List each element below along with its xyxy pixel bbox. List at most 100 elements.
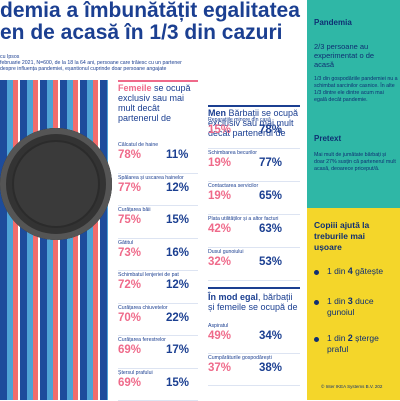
children-item-3: 1 din 2 șterge praful: [327, 333, 379, 355]
men-row-women-value: 42%: [208, 223, 232, 235]
women-row-divider: [118, 270, 198, 271]
women-row-label: Schimbatul lenjeriei de pat: [118, 272, 179, 278]
equal-row-label: Cumpărăturile gospodărești: [208, 355, 272, 361]
equal-heading-rule: [208, 287, 300, 289]
men-row-label: Dusul gunoiului: [208, 249, 244, 255]
women-row-men-value: 15%: [166, 376, 190, 389]
men-row-label: Schimbarea becurilor: [208, 150, 258, 156]
children-item-2-num: 3: [347, 296, 353, 306]
children-item-2-post2: gunoiul: [327, 307, 355, 317]
children-item-3-post2: praful: [327, 344, 349, 354]
women-row-women-value: 72%: [118, 279, 142, 291]
children-item-2: 1 din 3 duce gunoiul: [327, 296, 374, 318]
children-panel: Copiii ajută la treburile mai ușoare 1 d…: [307, 208, 400, 400]
women-row-women-value: 77%: [118, 181, 142, 194]
pandemic-title: Pandemia: [314, 18, 352, 27]
bullet-icon: [314, 300, 319, 305]
women-row-label: Călcatul de haine: [118, 142, 159, 148]
women-row-divider: [118, 367, 198, 369]
women-row-women-value: 69%: [118, 344, 142, 356]
children-item-3-num: 2: [347, 333, 353, 343]
children-item-3-pre: 1 din: [327, 333, 348, 343]
women-row-divider: [118, 205, 198, 206]
children-title: Copiii ajută la treburile mai ușoare: [314, 220, 369, 253]
equal-row-women-value: 49%: [208, 330, 232, 342]
women-row-women-value: 70%: [118, 311, 142, 324]
women-row-women-value: 69%: [118, 376, 142, 389]
men-row-label: Contactarea servicilor: [208, 183, 259, 189]
women-row-women-value: 78%: [118, 149, 142, 161]
women-heading-rule: [118, 80, 198, 82]
equal-row-label: Aspiratul: [208, 323, 229, 329]
pretext-title: Pretext: [314, 134, 342, 143]
children-item-1-post: gătește: [352, 266, 384, 276]
women-row-men-value: 12%: [166, 181, 190, 194]
women-row-label: Spălarea și uscarea hainelor: [118, 174, 184, 181]
men-row-divider: [208, 181, 300, 182]
children-item-1-num: 4: [347, 266, 353, 276]
men-row-label: Plata utilităților și a altor facturi: [208, 216, 279, 222]
men-row-women-value: 32%: [208, 256, 232, 268]
title-line-2: en de acasă în 1/3 din cazuri: [0, 21, 283, 44]
women-row-divider: [118, 302, 198, 304]
subtitle-line-2: februarie 2021, N=600, de la 18 la 64 an…: [0, 60, 182, 66]
women-row-men-value: 12%: [166, 279, 190, 291]
children-title-line-2: treburile mai: [314, 231, 366, 241]
women-row-divider: [118, 335, 198, 336]
children-item-2-pre: 1 din: [327, 296, 348, 306]
children-item-2-post: duce: [352, 296, 374, 306]
men-row-men-value: 77%: [259, 157, 283, 169]
men-row-divider: [208, 148, 300, 149]
women-column: Femeile se ocupă exclusiv sau mai mult d…: [112, 80, 202, 401]
men-heading-highlight: Men: [208, 108, 226, 118]
men-row-women-value: 15%: [208, 124, 232, 136]
children-item-3-post: șterge: [352, 333, 379, 343]
pretext-text: Mai mult de jumătate bărbați și doar 27%…: [314, 152, 396, 172]
women-row-women-value: 73%: [118, 246, 142, 259]
men-row-men-value: 78%: [259, 124, 283, 136]
women-row-label: Ștersul prafului: [118, 369, 153, 376]
equal-heading-rest: , bărbații și femeile se ocupă de: [208, 292, 298, 312]
women-row-label: Curățarea băii: [118, 207, 151, 213]
children-item-1: 1 din 4 gătește: [327, 266, 383, 277]
women-row-divider: [118, 237, 198, 239]
men-row-women-value: 19%: [208, 157, 232, 169]
equal-heading: În mod egal, bărbații și femeile se ocup…: [208, 292, 300, 312]
men-column: Men Bărbații se ocupă exclusiv sau mai m…: [205, 105, 303, 400]
women-heading-highlight: Femeile: [118, 83, 152, 93]
women-row-label: Curățarea chiuvetelor: [118, 304, 168, 311]
women-heading-rest: se ocupă exclusiv sau mai mult decât par…: [118, 83, 191, 123]
men-row-men-value: 63%: [259, 223, 283, 235]
equal-row-men-value: 38%: [259, 362, 283, 374]
men-heading-rule: [208, 105, 300, 107]
men-row-women-value: 19%: [208, 190, 232, 202]
children-title-line-3: ușoare: [314, 242, 342, 252]
women-row-men-value: 15%: [166, 214, 190, 226]
men-heading-rest: Bărbații se ocupă exclusiv sau mai mult …: [208, 108, 299, 138]
equal-row-divider: [208, 353, 300, 354]
women-heading: Femeile se ocupă exclusiv sau mai mult d…: [118, 83, 200, 123]
equal-heading-highlight: În mod egal: [208, 292, 259, 302]
women-row-men-value: 16%: [166, 246, 190, 259]
page-title: demia a îmbunătățit egalitatea en de aca…: [0, 0, 312, 44]
pandemic-lead: 2/3 persoane au experimentat o de acasă: [314, 42, 375, 69]
men-row-divider: [208, 280, 300, 281]
equal-row-men-value: 34%: [259, 330, 283, 342]
equal-row-divider: [208, 385, 300, 386]
men-row-divider: [208, 247, 300, 248]
frying-pan-inner: [14, 142, 98, 226]
men-heading: Men Bărbații se ocupă exclusiv sau mai m…: [208, 108, 300, 138]
pandemic-text: 1/3 din gospodăriile pandemiei nu a schi…: [314, 76, 398, 103]
men-row-label: Reparațiile minore din casă: [208, 117, 271, 123]
subtitle-line-1: cu Ipsos: [0, 54, 20, 60]
women-row-label: Gătitul: [118, 239, 133, 246]
children-title-line-1: Copiii ajută la: [314, 220, 370, 230]
copyright: © Inter IKEA Systems B.V. 202: [321, 384, 383, 389]
women-row-women-value: 75%: [118, 214, 142, 226]
men-row-divider: [208, 214, 300, 215]
children-item-1-pre: 1 din: [327, 266, 348, 276]
women-row-men-value: 17%: [166, 344, 190, 356]
women-row-men-value: 11%: [166, 149, 189, 161]
women-row-label: Curățarea ferestrelor: [118, 337, 166, 343]
bullet-icon: [314, 270, 319, 275]
